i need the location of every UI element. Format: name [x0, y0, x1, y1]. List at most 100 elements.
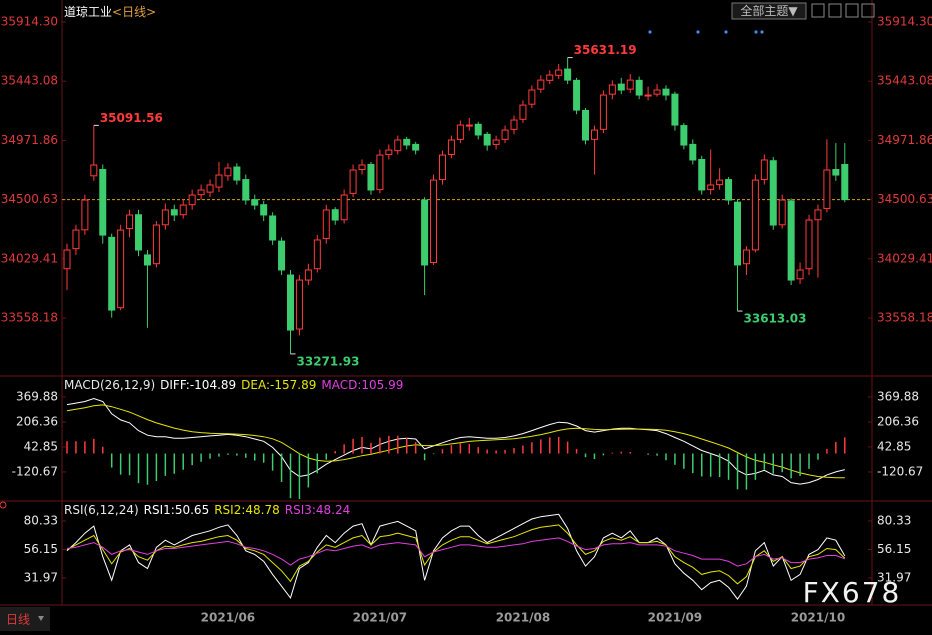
candle-body — [197, 189, 205, 196]
candle-body — [778, 199, 786, 226]
x-tick-label: 2021/06 — [201, 611, 255, 625]
candle-body — [287, 274, 294, 331]
indicator-line — [66, 513, 846, 600]
theme-button[interactable] — [731, 2, 807, 20]
candle-body — [519, 104, 527, 120]
candle-body — [814, 209, 822, 221]
candle-body — [99, 169, 107, 236]
event-dot[interactable] — [760, 30, 764, 34]
candle-body — [421, 199, 429, 266]
legend-name: RSI1: — [144, 503, 175, 517]
candle-body — [278, 240, 286, 271]
legend-name: RSI3: — [285, 503, 316, 517]
y-tick-label-right: 369.88 — [877, 389, 919, 403]
candle-body — [304, 269, 312, 281]
candle-body — [474, 123, 482, 136]
candle-body — [832, 169, 840, 176]
candle-body — [403, 138, 411, 146]
candle-body — [573, 79, 581, 111]
candle-body — [394, 139, 402, 152]
legend-name: RSI2: — [214, 503, 245, 517]
legend-name: MACD: — [321, 378, 361, 392]
panel-toggle[interactable] — [0, 501, 7, 509]
candle-body — [751, 179, 759, 251]
indicator-line — [66, 537, 845, 567]
candle-body — [143, 254, 151, 266]
candle-body — [242, 179, 250, 201]
event-dot[interactable] — [696, 30, 700, 34]
toolbar: 全部主题▼ — [731, 2, 875, 20]
tool-icon[interactable] — [828, 3, 842, 18]
candle-body — [841, 163, 849, 201]
y-tick-label: 80.33 — [24, 513, 58, 527]
candle-body — [698, 158, 706, 191]
candle-body — [385, 149, 393, 155]
y-tick-label: 33558.18 — [1, 310, 58, 324]
candle-body — [796, 269, 804, 280]
candle-body — [555, 69, 563, 76]
theme-button-label[interactable]: 全部主题▼ — [740, 3, 798, 18]
candle-body — [224, 167, 232, 177]
event-dot[interactable] — [648, 30, 652, 34]
event-markers — [648, 30, 764, 34]
y-tick-label-right: 80.33 — [877, 513, 911, 527]
candle-body — [340, 194, 348, 221]
y-tick-label-right: 34029.41 — [877, 251, 932, 265]
indicator-line — [66, 404, 845, 479]
y-tick-label: 35914.30 — [1, 15, 58, 29]
event-dot[interactable] — [754, 30, 758, 34]
candle-body — [689, 143, 697, 161]
y-tick-label-right: 35443.08 — [877, 74, 932, 88]
candle-body — [269, 215, 277, 241]
period-tab-label[interactable]: 日线 — [6, 613, 30, 627]
y-tick-label: 35443.08 — [1, 74, 58, 88]
candle-body — [206, 184, 214, 193]
y-tick-label-right: -120.67 — [877, 464, 923, 478]
candle-body — [331, 209, 339, 221]
tab-arrow[interactable] — [38, 616, 44, 621]
tool-icon[interactable] — [845, 3, 859, 18]
candle-body — [456, 124, 464, 140]
candle-body — [742, 249, 750, 265]
y-tick-label-right: 33558.18 — [877, 310, 932, 324]
candle-body — [680, 125, 688, 146]
legend-value: 48.78 — [245, 503, 279, 517]
candle-body — [170, 209, 178, 216]
y-tick-label: 34971.86 — [1, 133, 58, 147]
y-tick-label: 369.88 — [16, 389, 58, 403]
event-dot[interactable] — [724, 30, 728, 34]
candle-body — [430, 179, 438, 263]
y-tick-label-right: 31.97 — [877, 570, 911, 584]
tool-icon[interactable] — [811, 3, 825, 18]
tool-icon[interactable] — [861, 3, 875, 18]
candle-body — [81, 199, 89, 231]
subtitle: <日线> — [112, 5, 156, 19]
candle-body — [135, 214, 143, 251]
candle-body — [716, 179, 724, 186]
y-tick-label-right: 35914.30 — [877, 15, 932, 29]
candle-body — [546, 74, 554, 81]
candle-body — [617, 83, 625, 91]
candle-body — [537, 79, 545, 90]
candle-body — [72, 229, 80, 250]
extreme-label: 33613.03 — [744, 312, 807, 326]
candle-body — [823, 169, 831, 209]
candle-body — [644, 94, 652, 97]
legend-name: DEA: — [241, 378, 270, 392]
candle-body — [483, 133, 491, 146]
extreme-label: 33271.93 — [297, 354, 360, 368]
candle-body — [805, 219, 813, 270]
candle-body — [760, 159, 768, 181]
y-tick-label: 34500.63 — [1, 192, 58, 206]
legend-value: -104.89 — [190, 378, 236, 392]
candle-body — [787, 200, 795, 281]
candle-body — [582, 109, 590, 141]
extreme-label: 35091.56 — [100, 111, 163, 125]
x-tick-label: 2021/07 — [353, 611, 407, 625]
candle-body — [510, 119, 518, 130]
legend-value: 48.24 — [316, 503, 350, 517]
y-tick-label: -120.67 — [12, 464, 58, 478]
candle-body — [358, 164, 366, 171]
candle-body — [322, 209, 330, 240]
